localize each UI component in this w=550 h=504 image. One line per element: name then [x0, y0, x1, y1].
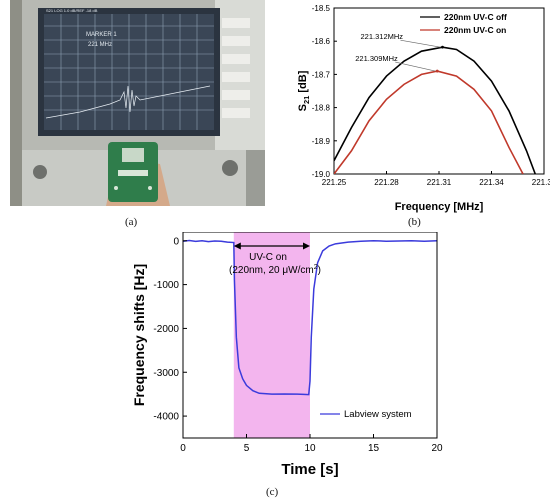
shift-y-tick-label: -1000	[153, 280, 179, 291]
legend-label-labview: Labview system	[344, 409, 412, 420]
s21-y-tick-label: -18.8	[312, 104, 331, 113]
s21-x-tick-label: 221.31	[427, 178, 452, 187]
s21-peak-label: 221.312MHz	[361, 32, 404, 41]
shift-x-tick-label: 10	[304, 443, 316, 454]
uv-on-arrow	[233, 242, 310, 250]
s21-peak-marker	[435, 69, 439, 73]
shift-x-tick-label: 5	[244, 443, 250, 454]
frequency-shift-chart: 0 5 10 15 20 0 -1000 -2000 -3000 -4000 UV-C on (2…	[131, 232, 443, 478]
s21-x-tick-label: 221.28	[374, 178, 399, 187]
s21-peak-leader	[395, 61, 436, 72]
s21-chart: 221.25 221.28 221.31 221.34 221.37 -18.5 -18.6…	[297, 4, 550, 213]
screen-marker-title: MARKER 1	[86, 32, 117, 38]
s21-xlabel: Frequency [MHz]	[395, 201, 484, 213]
panel-label-b: (b)	[408, 216, 421, 228]
uv-on-shaded-region	[233, 232, 310, 438]
legend-label-on: 220nm UV-C on	[444, 25, 506, 35]
uv-on-condition: (220nm, 20 μW/cm2)	[229, 264, 321, 276]
shift-legend: Labview system	[320, 409, 412, 420]
s21-x-tick-label: 221.37	[532, 178, 550, 187]
panel-label-a: (a)	[125, 216, 138, 228]
screen-marker-value: 221 MHz	[88, 42, 112, 48]
s21-peak-label: 221.309MHz	[355, 54, 398, 63]
s21-series-uv-on	[334, 70, 524, 174]
shift-y-tick-label: -4000	[153, 412, 179, 423]
shift-x-tick-label: 20	[431, 443, 443, 454]
shift-y-tick-label: -3000	[153, 368, 179, 379]
shift-xlabel: Time [s]	[281, 461, 338, 478]
screen-trace	[45, 85, 211, 119]
shift-x-tick-label: 15	[368, 443, 380, 454]
shift-x-tick-label: 0	[180, 443, 186, 454]
shift-ylabel: Frequency shifts [Hz]	[131, 264, 147, 406]
s21-ylabel: S21 [dB]	[297, 70, 311, 111]
s21-x-tick-label: 221.25	[322, 178, 347, 187]
shift-series-labview	[182, 239, 438, 396]
s21-peak-marker	[441, 45, 444, 49]
s21-y-tick-label: -19.0	[312, 170, 331, 179]
uv-on-label: UV-C on	[249, 252, 287, 263]
shift-y-tick-label: -2000	[153, 324, 179, 335]
shift-y-tick-label: 0	[173, 236, 179, 247]
legend-label-off: 220nm UV-C off	[444, 12, 507, 22]
s21-legend: 220nm UV-C off 220nm UV-C on	[420, 12, 507, 35]
s21-y-tick-label: -18.5	[312, 4, 331, 13]
s21-x-tick-label: 221.34	[479, 178, 504, 187]
analyzer-photo: S21 LOG 1.0 dB/REF -18 dB MARKER 1 221 M…	[10, 0, 265, 206]
s21-y-tick-label: -18.7	[312, 70, 331, 79]
panel-label-c: (c)	[266, 486, 279, 498]
s21-peak-leader	[400, 39, 441, 48]
s21-y-tick-label: -18.9	[312, 137, 331, 146]
s21-y-tick-label: -18.6	[312, 37, 331, 46]
s21-series-uv-off	[334, 46, 536, 174]
screen-header-text: S21 LOG 1.0 dB/REF -18 dB	[46, 8, 98, 13]
